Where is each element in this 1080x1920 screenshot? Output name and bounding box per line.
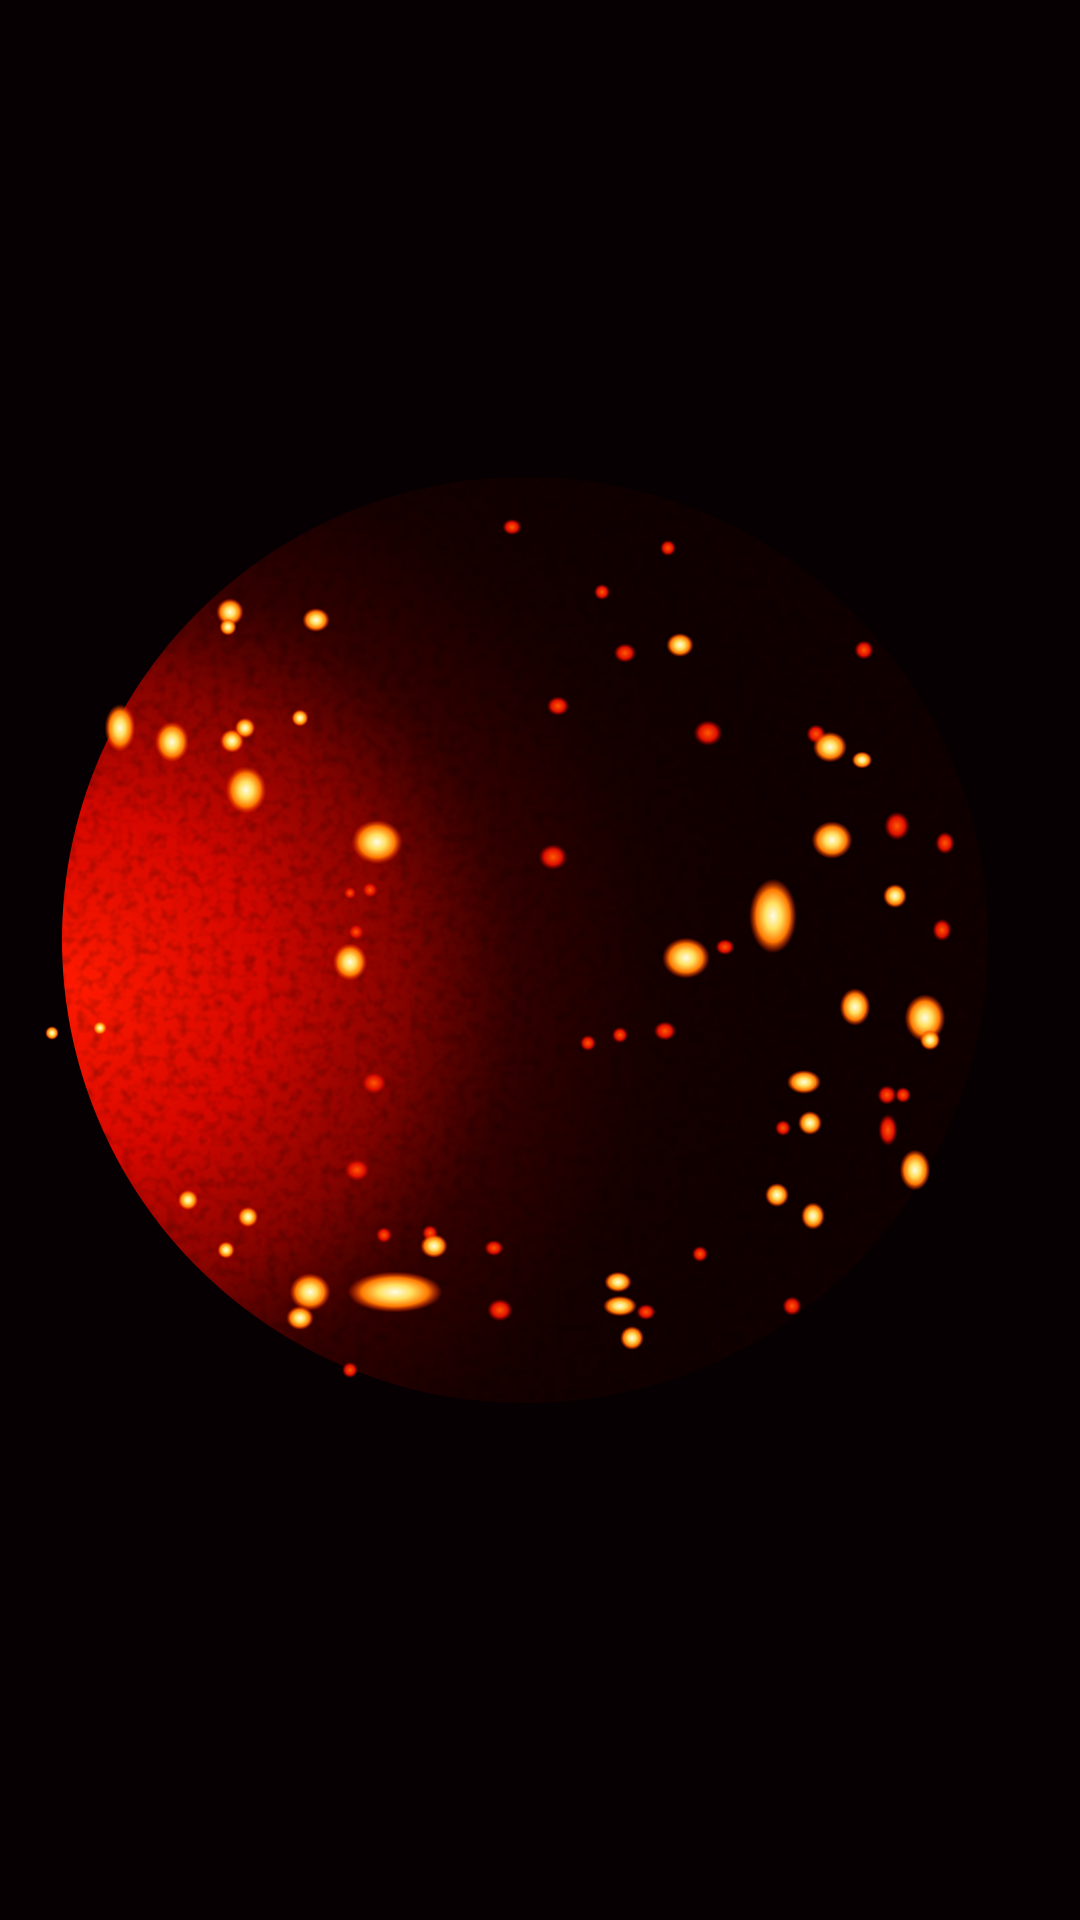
dim-hotspot <box>878 1114 898 1146</box>
bright-hotspot <box>787 1070 821 1094</box>
bright-hotspot <box>234 717 256 739</box>
dim-hotspot <box>343 886 357 900</box>
dim-hotspot <box>348 924 364 940</box>
dim-hotspot <box>612 1027 628 1043</box>
dim-hotspot <box>484 1240 504 1256</box>
dim-hotspot <box>935 831 955 855</box>
bright-hotspot <box>291 709 309 727</box>
bright-hotspot <box>420 1234 448 1258</box>
bright-hotspot <box>811 821 853 859</box>
dim-hotspot <box>594 584 610 600</box>
dim-hotspot <box>895 1087 911 1103</box>
dim-hotspot <box>693 720 723 746</box>
dim-hotspot <box>502 519 522 535</box>
bright-hotspot <box>798 1111 822 1135</box>
bright-hotspot <box>666 633 694 657</box>
volcanic-hotspots <box>45 519 955 1378</box>
bright-hotspot <box>620 1326 644 1350</box>
moon-disk <box>62 477 988 1403</box>
bright-hotspot <box>104 704 136 752</box>
bright-hotspot <box>219 618 237 636</box>
dim-hotspot <box>782 1296 802 1316</box>
bright-hotspot <box>851 751 873 769</box>
bright-hotspot <box>603 1295 637 1317</box>
bright-hotspot <box>919 1029 941 1051</box>
bright-hotspot <box>839 988 871 1026</box>
dim-hotspot <box>715 939 735 955</box>
bright-hotspot <box>286 1306 314 1330</box>
bright-hotspot <box>351 819 403 865</box>
dim-hotspot <box>613 643 637 663</box>
dim-hotspot <box>636 1304 656 1320</box>
dim-hotspot <box>660 540 676 556</box>
bright-hotspot <box>347 1271 443 1313</box>
bright-hotspot <box>801 1202 825 1230</box>
dim-hotspot <box>376 1227 392 1243</box>
bright-hotspot <box>904 994 946 1042</box>
bright-hotspot <box>883 884 907 908</box>
bright-hotspot <box>177 1189 199 1211</box>
bright-hotspot <box>289 1273 331 1311</box>
dim-hotspot <box>580 1035 596 1051</box>
dim-hotspot <box>361 1071 387 1095</box>
bright-hotspot <box>765 1183 789 1207</box>
bright-hotspot <box>749 878 797 954</box>
bright-hotspot <box>302 608 330 632</box>
bright-hotspot <box>237 1206 259 1228</box>
bright-hotspot <box>45 1026 59 1040</box>
bright-hotspot <box>604 1271 632 1293</box>
dim-hotspot <box>692 1246 708 1262</box>
dim-hotspot <box>884 811 910 841</box>
dim-hotspot <box>653 1021 677 1041</box>
bright-hotspot <box>93 1021 107 1035</box>
dim-hotspot <box>932 918 952 942</box>
bright-hotspot <box>662 937 710 979</box>
bright-hotspot <box>217 1241 235 1259</box>
bright-hotspot <box>155 721 189 763</box>
bright-hotspot <box>216 598 244 626</box>
dim-hotspot <box>877 1085 897 1105</box>
bright-hotspot <box>813 731 847 763</box>
bright-hotspot <box>333 943 367 981</box>
dim-hotspot <box>775 1120 791 1136</box>
bright-hotspot <box>899 1149 931 1191</box>
dim-hotspot <box>362 882 378 898</box>
dim-hotspot <box>344 1158 370 1182</box>
dim-hotspot <box>342 1362 358 1378</box>
dim-hotspot <box>546 696 570 716</box>
bright-hotspot <box>225 766 267 814</box>
dim-hotspot <box>854 640 874 660</box>
dim-hotspot <box>487 1298 513 1322</box>
dim-hotspot <box>538 844 568 870</box>
